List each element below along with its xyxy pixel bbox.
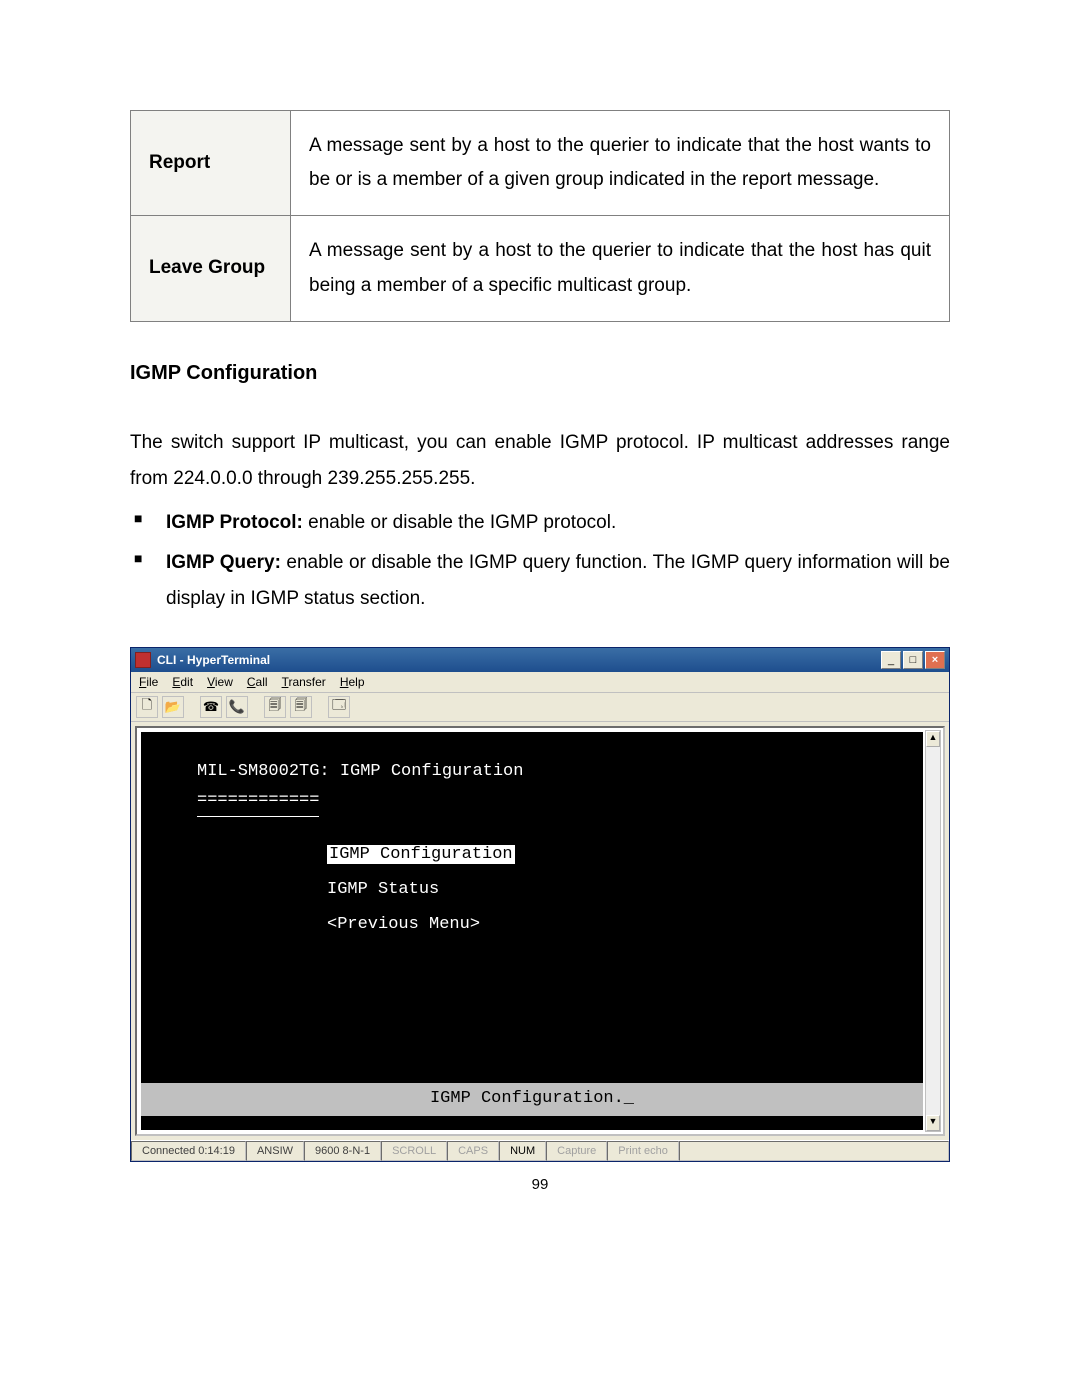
- scrollbar[interactable]: ▲ ▼: [925, 730, 941, 1132]
- minimize-button[interactable]: _: [881, 651, 901, 669]
- status-emulation: ANSIW: [246, 1141, 304, 1161]
- tb-properties-icon[interactable]: 🗔: [328, 696, 350, 718]
- scroll-down-icon[interactable]: ▼: [926, 1115, 940, 1131]
- page-number: 99: [130, 1176, 950, 1193]
- tb-open-icon[interactable]: 📂: [162, 696, 184, 718]
- menu-help[interactable]: Help: [340, 675, 365, 689]
- bullet-label: IGMP Protocol:: [166, 512, 303, 533]
- menu-file[interactable]: File: [139, 675, 158, 689]
- menu-item-previous[interactable]: <Previous Menu>: [327, 911, 913, 940]
- status-scroll: SCROLL: [381, 1141, 447, 1161]
- scroll-up-icon[interactable]: ▲: [926, 731, 940, 747]
- statusbar: Connected 0:14:19 ANSIW 9600 8-N-1 SCROL…: [131, 1140, 949, 1161]
- term-header: MIL-SM8002TG: IGMP Configuration: [197, 758, 913, 787]
- tb-send-icon[interactable]: 🗐: [264, 696, 286, 718]
- status-caps: CAPS: [447, 1141, 499, 1161]
- menu-item-igmp-status[interactable]: IGMP Status: [327, 876, 913, 905]
- bullet-text: enable or disable the IGMP protocol.: [303, 512, 616, 533]
- definitions-table: Report A message sent by a host to the q…: [130, 110, 950, 322]
- tb-call-icon[interactable]: ☎: [200, 696, 222, 718]
- app-icon: [135, 652, 151, 668]
- bullet-label: IGMP Query:: [166, 552, 281, 573]
- bullet-igmp-protocol: IGMP Protocol: enable or disable the IGM…: [130, 505, 950, 541]
- tb-new-icon[interactable]: 🗋: [136, 696, 158, 718]
- desc-report: A message sent by a host to the querier …: [291, 111, 950, 216]
- menu-item-igmp-config[interactable]: IGMP Configuration: [327, 841, 913, 870]
- status-printecho: Print echo: [607, 1141, 679, 1161]
- hyperterminal-window: CLI - HyperTerminal _ □ × File Edit View…: [130, 647, 950, 1162]
- status-settings: 9600 8-N-1: [304, 1141, 381, 1161]
- menu-view[interactable]: View: [207, 675, 233, 689]
- window-title: CLI - HyperTerminal: [157, 653, 881, 667]
- status-num: NUM: [499, 1141, 546, 1161]
- term-divider: ============: [197, 787, 319, 817]
- menubar: File Edit View Call Transfer Help: [131, 672, 949, 693]
- maximize-button[interactable]: □: [903, 651, 923, 669]
- intro-paragraph: The switch support IP multicast, you can…: [130, 425, 950, 497]
- terminal-viewport: MIL-SM8002TG: IGMP Configuration =======…: [135, 726, 945, 1136]
- term-report: Report: [131, 111, 291, 216]
- toolbar: 🗋 📂 ☎ 📞 🗐 🗐 🗔: [131, 693, 949, 722]
- menu-transfer[interactable]: Transfer: [282, 675, 326, 689]
- window-titlebar[interactable]: CLI - HyperTerminal _ □ ×: [131, 648, 949, 672]
- desc-leave-group: A message sent by a host to the querier …: [291, 216, 950, 321]
- bullet-list: IGMP Protocol: enable or disable the IGM…: [130, 505, 950, 617]
- menu-edit[interactable]: Edit: [172, 675, 193, 689]
- tb-hangup-icon[interactable]: 📞: [226, 696, 248, 718]
- terminal-screen[interactable]: MIL-SM8002TG: IGMP Configuration =======…: [141, 732, 923, 1130]
- bullet-igmp-query: IGMP Query: enable or disable the IGMP q…: [130, 545, 950, 617]
- tb-receive-icon[interactable]: 🗐: [290, 696, 312, 718]
- section-heading: IGMP Configuration: [130, 362, 950, 385]
- menu-call[interactable]: Call: [247, 675, 268, 689]
- status-connected: Connected 0:14:19: [131, 1141, 246, 1161]
- bullet-text: enable or disable the IGMP query functio…: [166, 552, 950, 609]
- term-leave-group: Leave Group: [131, 216, 291, 321]
- terminal-footer: IGMP Configuration._: [141, 1083, 923, 1116]
- status-capture: Capture: [546, 1141, 607, 1161]
- close-button[interactable]: ×: [925, 651, 945, 669]
